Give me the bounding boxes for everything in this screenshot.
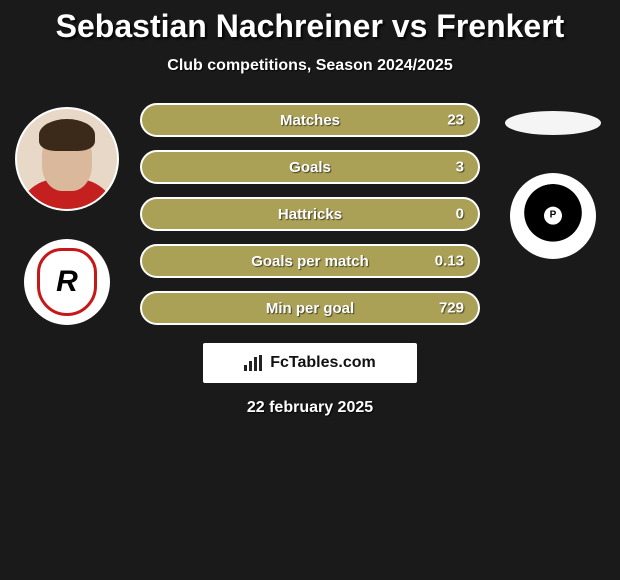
stat-row-goals: Goals 3 bbox=[140, 150, 480, 184]
stat-row-hattricks: Hattricks 0 bbox=[140, 197, 480, 231]
left-player-column: R bbox=[12, 107, 122, 325]
stat-right-value: 0 bbox=[456, 206, 464, 223]
stat-row-min-per-goal: Min per goal 729 bbox=[140, 291, 480, 325]
stat-right-value: 3 bbox=[456, 159, 464, 176]
subtitle: Club competitions, Season 2024/2025 bbox=[10, 57, 610, 75]
stats-list: Matches 23 Goals 3 Hattricks 0 Goals per… bbox=[140, 103, 480, 325]
source-badge[interactable]: FcTables.com bbox=[203, 343, 417, 383]
date-label: 22 february 2025 bbox=[10, 399, 610, 417]
stat-row-matches: Matches 23 bbox=[140, 103, 480, 137]
stat-label: Goals per match bbox=[251, 253, 369, 270]
left-club-logo: R bbox=[24, 239, 110, 325]
stat-right-value: 729 bbox=[439, 300, 464, 317]
stat-label: Min per goal bbox=[266, 300, 354, 317]
stat-label: Matches bbox=[280, 112, 340, 129]
page-title: Sebastian Nachreiner vs Frenkert bbox=[10, 8, 610, 45]
right-player-column bbox=[498, 109, 608, 259]
left-player-photo bbox=[15, 107, 119, 211]
right-club-logo bbox=[510, 173, 596, 259]
left-club-letter: R bbox=[56, 265, 78, 299]
eagle-icon bbox=[521, 184, 585, 248]
stat-label: Hattricks bbox=[278, 206, 342, 223]
stat-row-goals-per-match: Goals per match 0.13 bbox=[140, 244, 480, 278]
stat-right-value: 23 bbox=[447, 112, 464, 129]
right-player-placeholder bbox=[505, 111, 601, 135]
stat-right-value: 0.13 bbox=[435, 253, 464, 270]
stat-label: Goals bbox=[289, 159, 331, 176]
bar-chart-icon bbox=[244, 355, 264, 371]
badge-text: FcTables.com bbox=[270, 354, 376, 372]
